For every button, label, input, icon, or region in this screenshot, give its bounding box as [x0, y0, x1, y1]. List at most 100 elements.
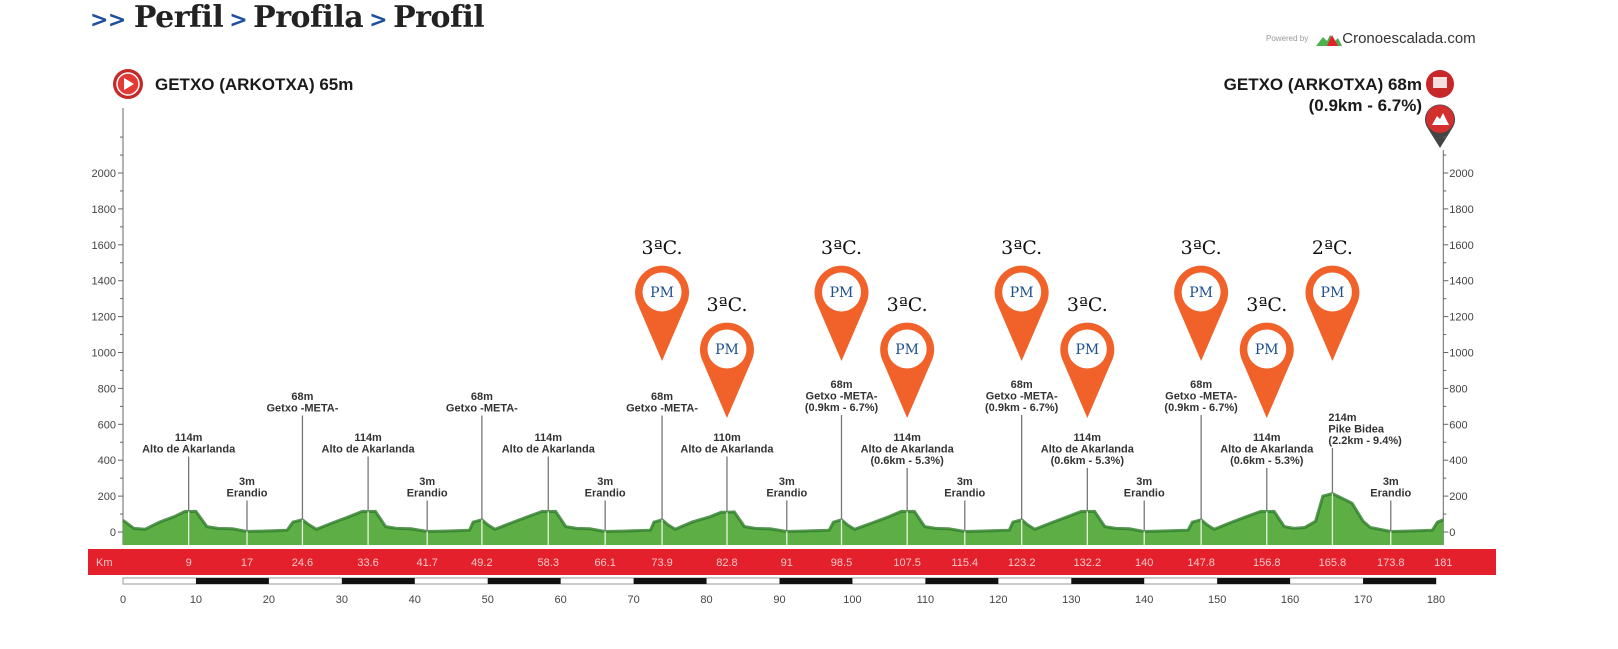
title-separator: >	[229, 8, 248, 33]
point-name: Alto de Akarlanda	[680, 444, 774, 456]
scale-tick-label: 140	[1135, 594, 1153, 606]
km-marker-label: 41.7	[416, 557, 437, 569]
point-name: Pike Bidea	[1328, 424, 1385, 436]
point-elevation: 114m	[535, 432, 563, 444]
pm-badge: PM	[1255, 342, 1279, 358]
y-tick-label-right: 2000	[1449, 168, 1473, 180]
km-marker-label: 58.3	[538, 557, 559, 569]
point-detail: (0.6km - 5.3%)	[1230, 455, 1304, 467]
pm-pin-inner	[1002, 272, 1042, 312]
y-tick-label-left: 400	[98, 455, 116, 467]
point-elevation: 114m	[354, 432, 382, 444]
scale-tick-label: 90	[773, 594, 785, 606]
point-name: Erandio	[766, 488, 807, 500]
point-elevation: 3m	[779, 476, 795, 488]
powered-by-label: Powered by	[1266, 34, 1309, 43]
point-elevation: 110m	[713, 432, 741, 444]
scale-tick-label: 170	[1354, 594, 1372, 606]
point-name: Erandio	[1370, 488, 1411, 500]
finish-marker: GETXO (ARKOTXA) 68m (0.9km - 6.7%)	[1224, 70, 1455, 148]
y-tick-label-left: 1400	[92, 276, 116, 288]
point-detail: (0.9km - 6.7%)	[1164, 402, 1238, 414]
point-elevation: 114m	[893, 432, 921, 444]
title-separator: >	[369, 8, 388, 33]
point-detail: (2.2km - 9.4%)	[1328, 435, 1402, 447]
y-tick-label-right: 600	[1449, 419, 1467, 431]
scale-tick-label: 180	[1427, 594, 1445, 606]
pm-pin-inner	[1067, 329, 1107, 369]
pm-badge: PM	[1321, 285, 1345, 301]
scale-tick-label: 40	[409, 594, 421, 606]
y-tick-label-left: 1600	[92, 240, 116, 252]
page-title: >> Perfil > Profila > Profil	[90, 0, 485, 35]
point-name: Getxo -META-	[446, 403, 518, 415]
y-tick-label-right: 0	[1449, 527, 1455, 539]
point-name: Alto de Akarlanda	[861, 444, 955, 456]
point-elevation: 68m	[830, 379, 852, 391]
scale-segment	[779, 578, 853, 584]
point-name: Erandio	[407, 488, 448, 500]
y-tick-label-right: 400	[1449, 455, 1467, 467]
km-marker-label: 49.2	[471, 557, 492, 569]
finish-label: GETXO (ARKOTXA) 68m	[1224, 75, 1422, 94]
elevation-line	[122, 492, 1444, 534]
finish-detail: (0.9km - 6.7%)	[1309, 96, 1422, 115]
point-elevation: 114m	[175, 432, 203, 444]
scale-segment	[341, 578, 415, 584]
powered-by: Powered by Cronoescalada.com	[1266, 30, 1476, 47]
point-name: Alto de Akarlanda	[322, 444, 416, 456]
pm-badge: PM	[650, 285, 674, 301]
scale-tick-label: 110	[917, 594, 935, 606]
scale-segment	[1363, 578, 1436, 584]
pm-badge: PM	[1010, 285, 1034, 301]
point-elevation: 3m	[1136, 476, 1152, 488]
pm-badge: PM	[1075, 342, 1099, 358]
pm-badge: PM	[1189, 285, 1213, 301]
scale-tick-label: 10	[190, 594, 202, 606]
climb-marker: 2ªC. PM	[1305, 237, 1360, 361]
scale-tick-label: 130	[1062, 594, 1080, 606]
point-elevation: 114m	[1074, 432, 1102, 444]
pm-pin-inner	[1181, 272, 1221, 312]
mountain-glyph	[1432, 113, 1449, 125]
pm-badge: PM	[715, 342, 739, 358]
point-name: Erandio	[585, 488, 626, 500]
pm-pin-inner	[822, 272, 862, 312]
scale-tick-label: 0	[120, 594, 126, 606]
start-label: GETXO (ARKOTXA) 65m	[155, 75, 353, 94]
km-bar	[88, 549, 1496, 575]
y-tick-label-left: 2000	[92, 168, 116, 180]
point-name: Getxo -META-	[986, 391, 1058, 403]
climb-marker: 3ªC. PM	[814, 237, 869, 361]
point-name: Erandio	[227, 488, 268, 500]
km-marker-label: 17	[241, 557, 253, 569]
scale-segment	[487, 578, 561, 584]
km-marker-label: 82.8	[716, 557, 737, 569]
y-tick-label-right: 1400	[1449, 276, 1473, 288]
pm-badge: PM	[895, 342, 919, 358]
title-part-es: Perfil	[133, 0, 224, 35]
y-tick-label-right: 1600	[1449, 240, 1473, 252]
km-bar-unit: Km	[96, 557, 113, 569]
km-marker-label: 73.9	[651, 557, 672, 569]
scale-segment	[1217, 578, 1291, 584]
point-elevation: 3m	[597, 476, 613, 488]
scale-tick-label: 100	[843, 594, 861, 606]
y-tick-label-left: 600	[98, 419, 116, 431]
scale-segment	[925, 578, 999, 584]
scale-tick-label: 80	[700, 594, 712, 606]
climb-marker: 3ªC. PM	[699, 294, 754, 418]
pm-pin-inner	[642, 272, 682, 312]
km-marker-label: 147.8	[1187, 557, 1215, 569]
